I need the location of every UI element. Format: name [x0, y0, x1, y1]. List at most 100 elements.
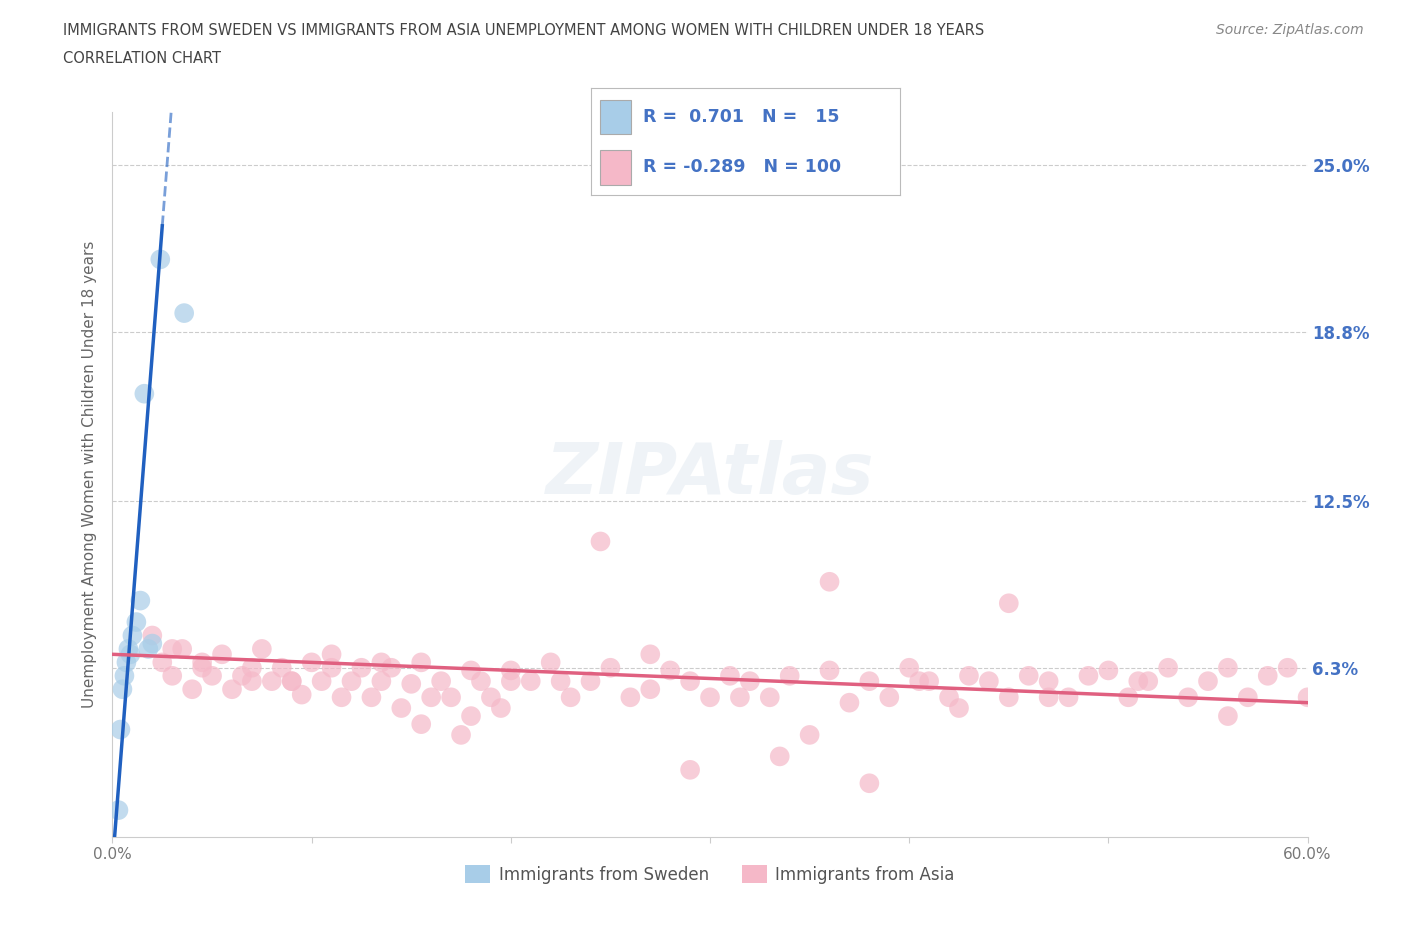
Point — [1018, 669, 1040, 684]
Point — [948, 700, 970, 715]
Point — [231, 669, 253, 684]
Y-axis label: Unemployment Among Women with Children Under 18 years: Unemployment Among Women with Children U… — [82, 241, 97, 708]
Point — [1128, 673, 1150, 688]
Point — [138, 642, 160, 657]
Point — [107, 803, 129, 817]
Legend: Immigrants from Sweden, Immigrants from Asia: Immigrants from Sweden, Immigrants from … — [458, 858, 962, 890]
Point — [281, 673, 304, 688]
Point — [240, 660, 263, 675]
Point — [460, 709, 482, 724]
Point — [191, 660, 214, 675]
Point — [640, 682, 662, 697]
Point — [1197, 673, 1219, 688]
Point — [1118, 690, 1140, 705]
Point — [560, 690, 582, 705]
Point — [141, 628, 163, 643]
Point — [162, 669, 183, 684]
Point — [1277, 660, 1299, 675]
Point — [1038, 690, 1060, 705]
Point — [1137, 673, 1160, 688]
Point — [250, 642, 273, 657]
Point — [240, 673, 263, 688]
Point — [858, 673, 880, 688]
Point — [679, 673, 702, 688]
Point — [699, 690, 721, 705]
Point — [311, 673, 333, 688]
Point — [520, 673, 543, 688]
Point — [301, 655, 323, 670]
Point — [998, 596, 1021, 611]
Point — [162, 642, 183, 657]
Point — [938, 690, 960, 705]
Point — [321, 647, 343, 662]
Point — [759, 690, 782, 705]
Point — [370, 655, 392, 670]
Point — [540, 655, 562, 670]
Point — [1257, 669, 1279, 684]
Text: CORRELATION CHART: CORRELATION CHART — [63, 51, 221, 66]
Point — [281, 673, 304, 688]
Point — [260, 673, 283, 688]
Point — [879, 690, 901, 705]
Point — [181, 682, 204, 697]
Point — [898, 660, 921, 675]
Point — [659, 663, 682, 678]
Point — [499, 663, 522, 678]
Point — [640, 647, 662, 662]
Point — [718, 669, 741, 684]
Point — [411, 717, 433, 732]
Point — [799, 727, 821, 742]
Point — [738, 673, 761, 688]
Point — [579, 673, 602, 688]
Point — [818, 575, 841, 590]
Point — [908, 673, 931, 688]
Point — [211, 647, 233, 662]
Point — [589, 534, 612, 549]
Point — [1216, 660, 1239, 675]
Point — [1296, 690, 1319, 705]
Point — [121, 628, 143, 643]
Point — [114, 669, 135, 684]
Text: R = -0.289   N = 100: R = -0.289 N = 100 — [643, 158, 841, 177]
Point — [599, 660, 621, 675]
Point — [1038, 673, 1060, 688]
Point — [1216, 709, 1239, 724]
Point — [838, 696, 860, 711]
Point — [380, 660, 402, 675]
Point — [221, 682, 243, 697]
Point — [450, 727, 472, 742]
FancyBboxPatch shape — [600, 151, 631, 184]
Point — [420, 690, 443, 705]
Point — [489, 700, 512, 715]
Point — [769, 749, 792, 764]
Point — [125, 615, 148, 630]
Point — [350, 660, 373, 675]
Point — [115, 655, 138, 670]
Point — [1157, 660, 1180, 675]
Point — [918, 673, 941, 688]
Point — [370, 673, 392, 688]
Point — [550, 673, 572, 688]
Point — [957, 669, 980, 684]
Point — [389, 700, 412, 715]
Point — [430, 673, 453, 688]
Point — [110, 722, 132, 737]
Point — [499, 673, 522, 688]
Point — [291, 687, 314, 702]
Point — [150, 655, 173, 670]
Point — [134, 386, 156, 401]
Text: R =  0.701   N =   15: R = 0.701 N = 15 — [643, 108, 839, 126]
Point — [340, 673, 363, 688]
Point — [1077, 669, 1099, 684]
Point — [321, 660, 343, 675]
Text: IMMIGRANTS FROM SWEDEN VS IMMIGRANTS FROM ASIA UNEMPLOYMENT AMONG WOMEN WITH CHI: IMMIGRANTS FROM SWEDEN VS IMMIGRANTS FRO… — [63, 23, 984, 38]
Point — [120, 647, 142, 662]
Point — [818, 663, 841, 678]
Point — [460, 663, 482, 678]
Point — [401, 676, 423, 691]
Text: ZIPAtlas: ZIPAtlas — [546, 440, 875, 509]
Point — [728, 690, 751, 705]
Point — [411, 655, 433, 670]
Point — [201, 669, 224, 684]
Point — [470, 673, 492, 688]
